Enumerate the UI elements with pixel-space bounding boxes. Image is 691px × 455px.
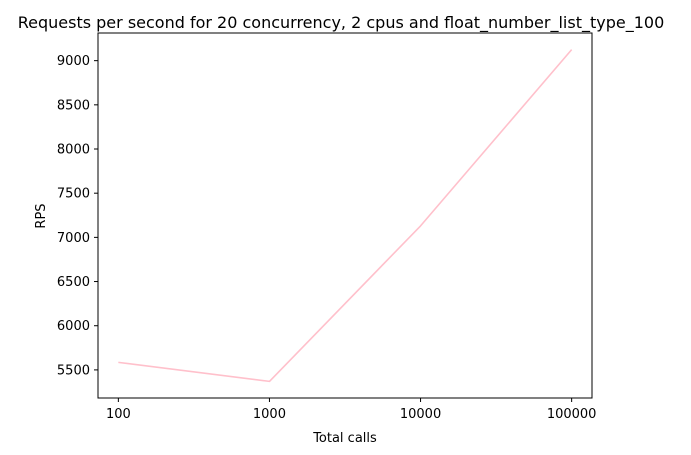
series-line-0 [118,49,573,383]
x-tick-label: 100000 [547,407,597,422]
y-axis-ticks: 5500 6000 6500 7000 7500 8000 8500 9000 [57,54,98,378]
chart-title: Requests per second for 20 concurrency, … [18,13,665,33]
x-tick-label: 100 [106,407,131,422]
x-tick-label: 10000 [400,407,441,422]
y-tick-label: 6000 [57,319,90,334]
x-axis-ticks: 100 1000 10000 100000 [106,398,597,422]
x-tick-label: 1000 [253,407,286,422]
x-axis-label: Total calls [312,431,377,446]
y-tick-label: 5500 [57,363,90,378]
y-tick-label: 6500 [57,275,90,290]
y-tick-label: 8000 [57,143,90,158]
series-layer [118,49,573,383]
plot-area [97,32,593,399]
y-tick-label: 8500 [57,98,90,113]
y-tick-label: 9000 [57,54,90,69]
y-tick-label: 7500 [57,187,90,202]
y-axis-label: RPS [34,203,49,228]
y-tick-label: 7000 [57,231,90,246]
